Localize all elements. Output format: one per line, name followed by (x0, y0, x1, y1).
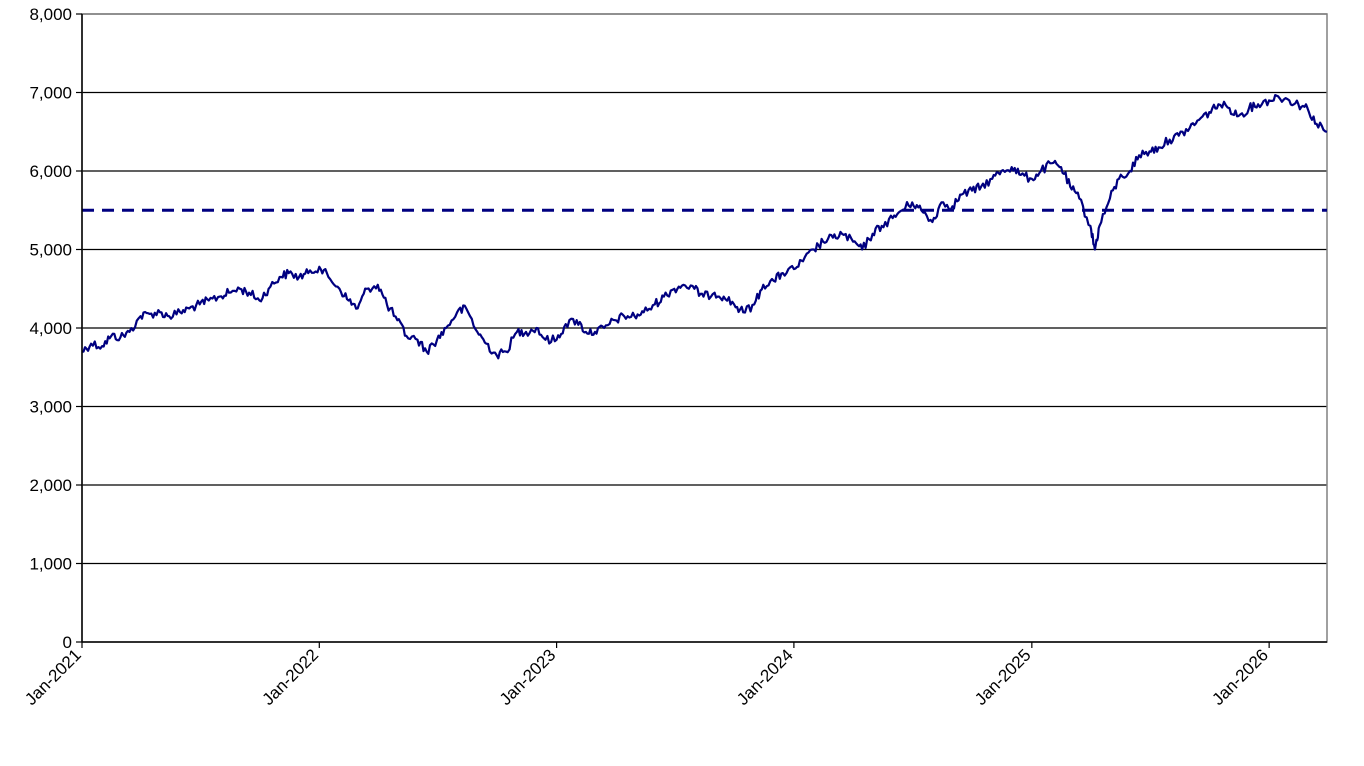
x-tick-label: Jan-2025 (971, 645, 1035, 709)
x-tick-label: Jan-2023 (496, 645, 560, 709)
y-tick-label: 5,000 (29, 241, 72, 260)
y-tick-label: 4,000 (29, 319, 72, 338)
y-tick-label: 7,000 (29, 84, 72, 103)
y-tick-label: 0 (63, 633, 72, 652)
y-tick-label: 6,000 (29, 162, 72, 181)
y-axis-ticks: 0 1,000 2,000 3,000 4,000 5,000 6,000 7,000 8,00… (29, 5, 82, 652)
x-tick-label: Jan-2024 (733, 645, 797, 709)
y-tick-label: 8,000 (29, 5, 72, 24)
series-line (82, 94, 1328, 360)
y-tick-label: 2,000 (29, 476, 72, 495)
x-axis-ticks: Jan-2021 Jan-2022 Jan-2023 Jan-2024 Jan-2025… (21, 642, 1272, 709)
y-tick-label: 1,000 (29, 555, 72, 574)
x-tick-label: Jan-2022 (259, 645, 323, 709)
x-tick-label: Jan-2026 (1208, 645, 1272, 709)
y-tick-label: 3,000 (29, 398, 72, 417)
x-tick-label: Jan-2021 (21, 645, 85, 709)
gridlines (82, 13, 1327, 565)
